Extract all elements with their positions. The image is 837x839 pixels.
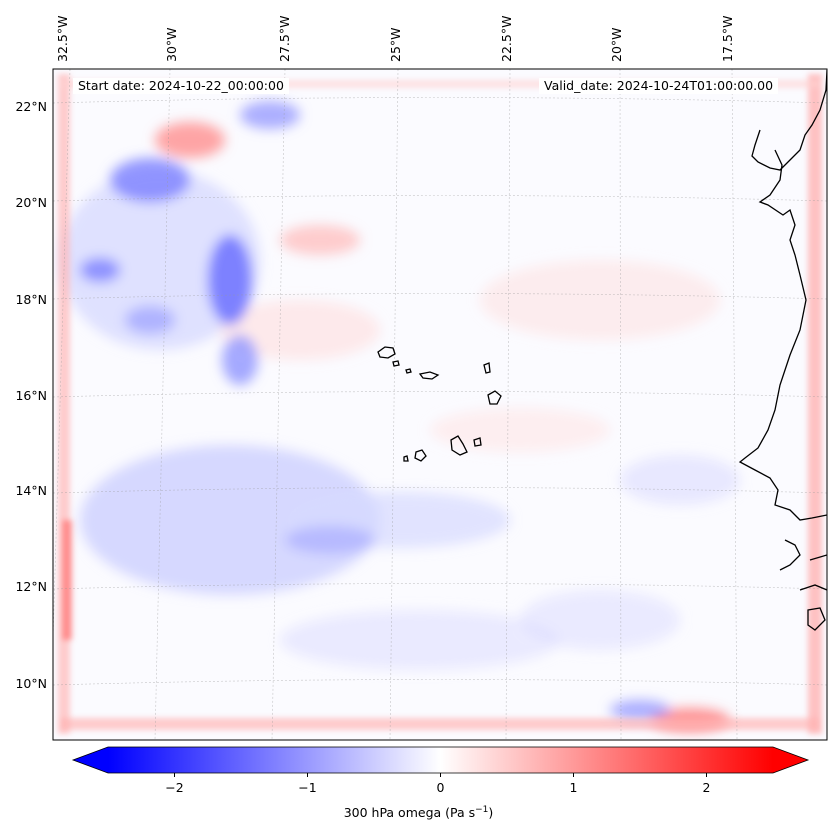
colorbar-body xyxy=(108,747,773,773)
lon-label: 27.5°W xyxy=(277,16,292,62)
lat-label: 20°N xyxy=(15,195,47,210)
lat-label: 14°N xyxy=(15,483,47,498)
colorbar-tick-label: 2 xyxy=(703,780,711,795)
lon-label: 20°W xyxy=(609,27,624,62)
coastlines xyxy=(377,69,827,631)
lon-label: 17.5°W xyxy=(720,16,735,62)
longitude-labels: 32.5°W 30°W 27.5°W 25°W 22.5°W 20°W 17.5… xyxy=(55,16,735,62)
lat-label: 10°N xyxy=(15,676,47,691)
colorbar-outline xyxy=(71,746,810,774)
colorbar-ticks: −2 −1 0 1 2 xyxy=(165,773,710,795)
lat-label: 16°N xyxy=(15,388,47,403)
latitude-labels: 22°N 20°N 18°N 16°N 14°N 12°N 10°N xyxy=(15,99,47,691)
lat-label: 18°N xyxy=(15,292,47,307)
start-date-label: Start date: 2024-10-22_00:00:00 xyxy=(73,78,289,94)
lat-label: 22°N xyxy=(15,99,47,114)
colorbar: −2 −1 0 1 2 xyxy=(71,746,810,795)
omega-field-blobs xyxy=(60,101,740,732)
colorbar-tick-label: 1 xyxy=(570,780,578,795)
lon-label: 25°W xyxy=(388,27,403,62)
colorbar-extend-high xyxy=(773,747,808,773)
map-frame xyxy=(52,68,828,741)
colorbar-tick-label: 0 xyxy=(437,780,445,795)
cape-verde-islands xyxy=(377,346,502,462)
colorbar-extend-low xyxy=(73,747,108,773)
lon-label: 22.5°W xyxy=(499,16,514,62)
lat-label: 12°N xyxy=(15,579,47,594)
colorbar-label-exponent: −1 xyxy=(475,805,489,815)
valid-date-label: Valid_date: 2024-10-24T01:00:00.00 xyxy=(539,78,779,94)
colorbar-label-close: ) xyxy=(488,805,494,821)
map-panel xyxy=(53,69,827,740)
african-coastline xyxy=(738,69,827,631)
boundary-artefacts xyxy=(58,74,822,734)
colorbar-tick-label: −2 xyxy=(165,780,183,795)
colorbar-tick-label: −1 xyxy=(298,780,316,795)
lon-label: 30°W xyxy=(164,27,179,62)
colorbar-label: 300 hPa omega (Pa s−1) xyxy=(0,805,837,820)
lon-label: 32.5°W xyxy=(55,16,70,62)
colorbar-label-main: 300 hPa omega (Pa s xyxy=(343,805,476,821)
